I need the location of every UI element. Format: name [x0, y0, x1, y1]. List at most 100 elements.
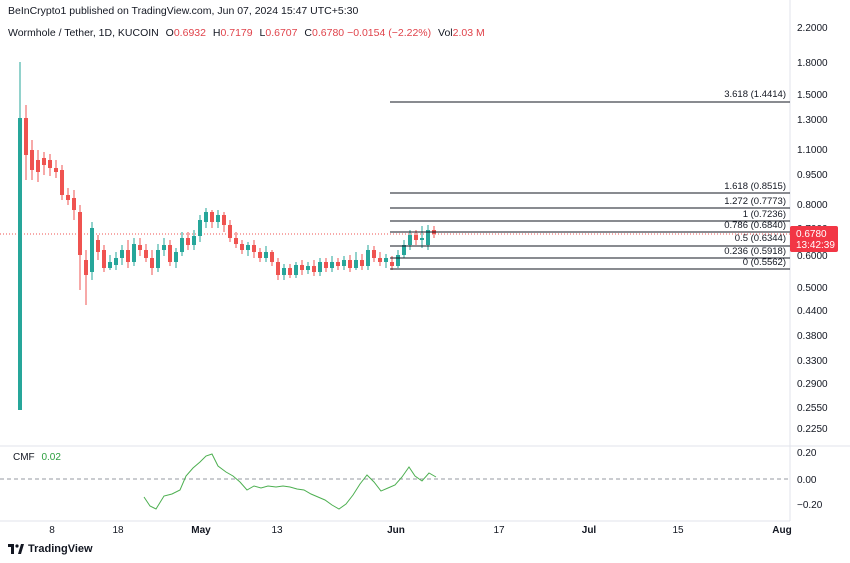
price-tick: 1.5000	[797, 90, 828, 101]
candle-body	[180, 238, 184, 252]
candle-body	[336, 262, 340, 266]
candle-body	[174, 252, 178, 262]
candle-body	[132, 244, 136, 262]
publish-info: BeInCrypto1 published on TradingView.com…	[8, 5, 359, 17]
time-axis[interactable]: 8 18 May 13 Jun 17 Jul 15 Aug	[49, 525, 792, 536]
candle-body	[36, 160, 40, 172]
candle-body	[294, 265, 298, 275]
candle-body	[60, 170, 64, 195]
fibonacci-retracement[interactable]: 3.618 (1.4414) 1.618 (0.8515) 1.272 (0.7…	[390, 89, 790, 270]
high-value: 0.7179	[220, 27, 253, 39]
fib-label-0: 0 (0.5562)	[743, 257, 786, 268]
cmf-tick: 0.00	[797, 475, 817, 486]
cmf-tick: 0.20	[797, 448, 817, 459]
candle-body	[156, 250, 160, 268]
price-tick: 0.3800	[797, 331, 828, 342]
price-tick: 0.2900	[797, 379, 828, 390]
symbol-title[interactable]: Wormhole / Tether, 1D, KUCOIN	[8, 27, 159, 39]
tradingview-logo-icon	[8, 544, 24, 554]
candle-body	[312, 266, 316, 272]
candle-body	[348, 260, 352, 268]
candle-body	[324, 262, 328, 268]
fib-label-1618: 1.618 (0.8515)	[724, 181, 786, 192]
candle-body	[354, 260, 358, 268]
fib-label-05: 0.5 (0.6344)	[735, 233, 786, 244]
candle-body	[78, 212, 82, 255]
price-tick: 1.3000	[797, 115, 828, 126]
candle-body	[42, 158, 46, 165]
time-tick: 8	[49, 525, 55, 536]
candle-body	[120, 250, 124, 258]
cmf-line	[143, 453, 437, 510]
price-tick: 0.2550	[797, 403, 828, 414]
candle-body	[216, 215, 220, 222]
candle-body	[186, 238, 190, 245]
candle-body	[276, 262, 280, 275]
candle-body	[210, 212, 214, 222]
candle-body	[366, 250, 370, 266]
candle-body	[384, 258, 388, 262]
open-key: O	[165, 27, 174, 39]
candle-body	[90, 228, 94, 272]
candle-body	[258, 252, 262, 258]
tradingview-footer[interactable]: TradingView	[8, 543, 93, 555]
candle-body	[114, 258, 118, 265]
candle-body	[246, 245, 250, 250]
candlestick-series	[18, 62, 436, 410]
candle-body	[18, 118, 22, 410]
cmf-pane[interactable]: 0.20 0.00 −0.20	[0, 448, 823, 511]
candle-body	[138, 245, 142, 250]
time-tick: Jul	[582, 525, 597, 536]
time-tick: Aug	[772, 525, 791, 536]
close-key: C	[304, 27, 313, 39]
price-axis[interactable]: 2.2000 1.8000 1.5000 1.3000 1.1000 0.950…	[797, 23, 828, 435]
fib-label-3618: 3.618 (1.4414)	[724, 89, 786, 100]
time-tick: 17	[493, 525, 505, 536]
candle-body	[390, 262, 394, 266]
candle-body	[228, 225, 232, 238]
price-tick: 0.8000	[797, 200, 828, 211]
candle-body	[252, 245, 256, 252]
symbol-legend[interactable]: Wormhole / Tether, 1D, KUCOIN O0.6932 H0…	[8, 27, 485, 39]
time-tick: 18	[112, 525, 124, 536]
price-tick: 0.6000	[797, 251, 828, 262]
candle-body	[408, 235, 412, 245]
candle-body	[66, 195, 70, 200]
price-tick: 0.5000	[797, 283, 828, 294]
candle-body	[396, 255, 400, 266]
candle-body	[426, 230, 430, 245]
time-tick: 15	[672, 525, 684, 536]
price-tick: 1.1000	[797, 145, 828, 156]
candle-body	[420, 238, 424, 240]
fib-label-0786: 0.786 (0.6840)	[724, 220, 786, 231]
fib-label-1272: 1.272 (0.7773)	[724, 196, 786, 207]
candle-body	[54, 168, 58, 172]
candle-body	[84, 260, 88, 275]
open-value: 0.6932	[173, 27, 206, 39]
price-tick: 2.2000	[797, 23, 828, 34]
candle-body	[48, 160, 52, 168]
candle-body	[342, 260, 346, 266]
price-tick: 0.2250	[797, 424, 828, 435]
candle-body	[234, 238, 238, 244]
candle-body	[162, 245, 166, 250]
candle-body	[222, 215, 226, 225]
cmf-legend[interactable]: CMF 0.02	[13, 452, 61, 463]
candle-body	[72, 198, 76, 210]
candle-body	[144, 250, 148, 258]
candle-body	[372, 250, 376, 258]
candle-body	[96, 240, 100, 252]
candle-body	[240, 244, 244, 250]
candle-body	[288, 268, 292, 275]
candle-body	[318, 262, 322, 272]
close-value: 0.6780	[312, 27, 345, 39]
cmf-tick: −0.20	[797, 500, 823, 511]
price-tick: 0.9500	[797, 170, 828, 181]
vol-value: 2.03 M	[452, 27, 485, 39]
price-tick: 0.4400	[797, 306, 828, 317]
cmf-title: CMF	[13, 452, 35, 463]
low-key: L	[259, 27, 266, 39]
time-tick: May	[191, 525, 211, 536]
change-value: −0.0154 (−2.22%)	[347, 27, 432, 39]
